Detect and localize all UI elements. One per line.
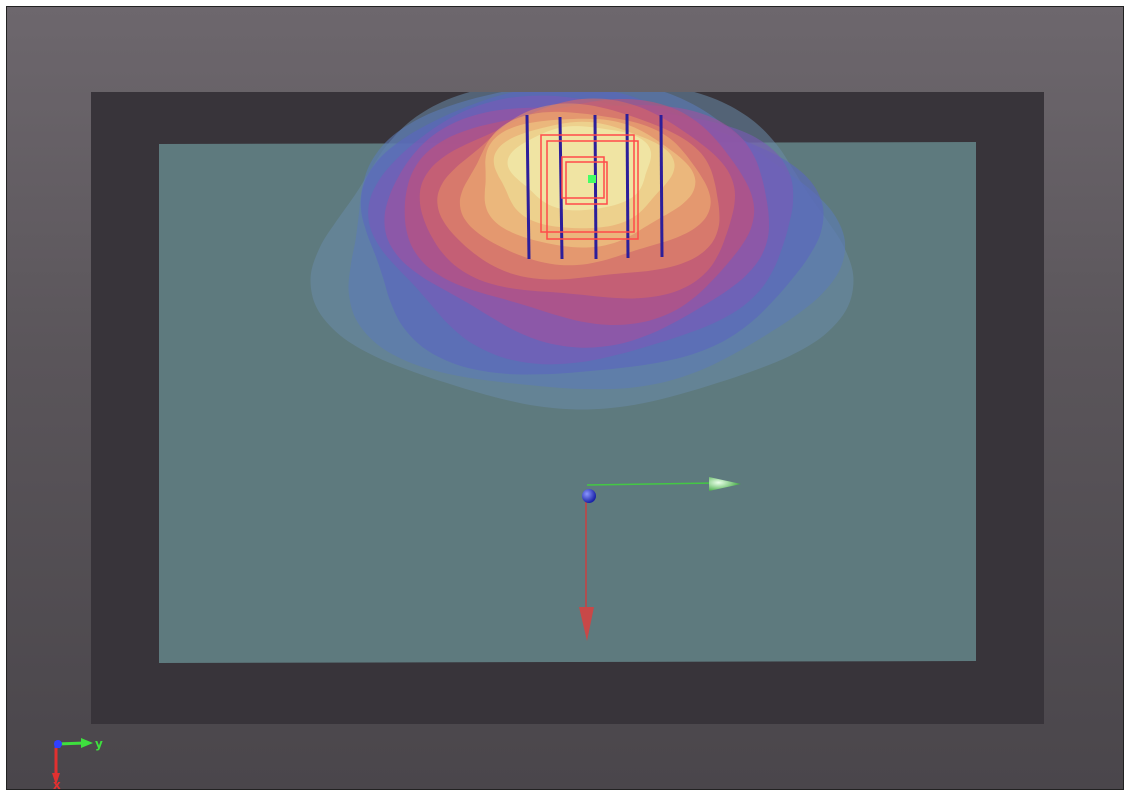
gizmo-x-axis-cone[interactable]	[579, 607, 594, 641]
wireframe-boxes	[540, 134, 639, 240]
orientation-triad: y x z	[52, 737, 103, 790]
triad-z-label: z	[54, 737, 61, 751]
gizmo-origin-sphere[interactable]	[582, 489, 596, 503]
outer-box-back	[540, 134, 635, 233]
probe-line	[625, 113, 630, 259]
heatmap-contour-band	[507, 126, 652, 211]
probe-line	[593, 114, 598, 260]
gizmo-y-axis-shaft	[586, 482, 716, 486]
triad-x-arrow	[52, 773, 60, 785]
triad-z-axis	[54, 740, 62, 748]
transform-gizmo[interactable]	[579, 477, 741, 641]
inner-box-front	[565, 161, 608, 205]
triad-y-label: y	[95, 737, 103, 751]
gizmo-y-axis-cone[interactable]	[709, 477, 741, 491]
triad-y-arrow	[81, 738, 93, 748]
3d-viewport[interactable]: y x z	[6, 6, 1124, 790]
outer-box-front	[546, 140, 639, 240]
source-marker[interactable]	[588, 175, 596, 183]
triad-x-label: x	[53, 778, 61, 790]
probe-line	[525, 114, 531, 260]
scene-canvas[interactable]: y x z	[7, 7, 1124, 790]
probe-line	[659, 114, 664, 258]
probe-lines	[525, 113, 664, 260]
heatmap-contours	[310, 92, 854, 410]
inner-box-back	[561, 156, 605, 199]
